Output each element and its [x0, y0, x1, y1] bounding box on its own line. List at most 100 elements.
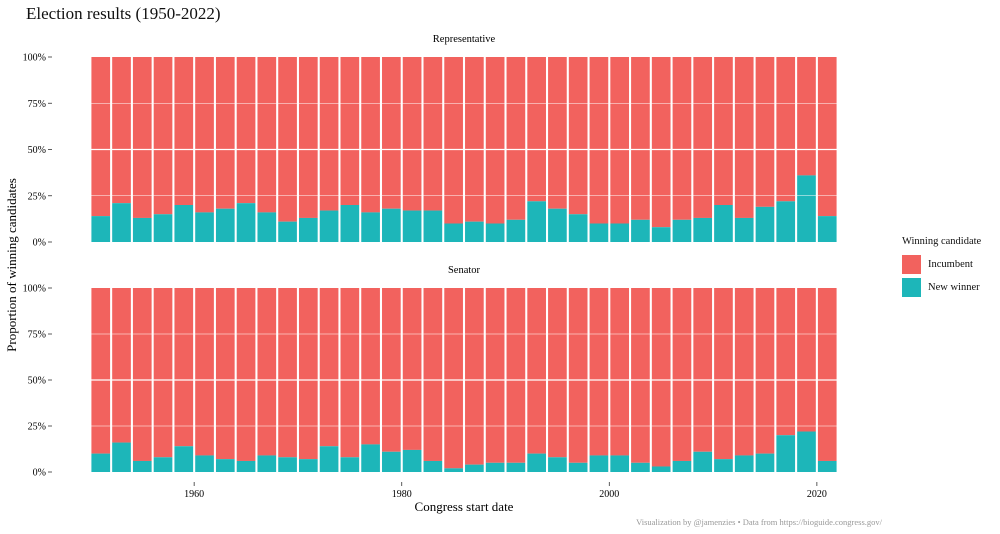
bar-incumbent — [195, 288, 214, 456]
bar-new-winner — [506, 462, 526, 472]
bar-new-winner — [361, 444, 380, 472]
bar-new-winner — [568, 462, 588, 472]
bar-incumbent — [257, 57, 277, 213]
bar-new-winner — [548, 208, 567, 242]
bar-incumbent — [112, 288, 131, 443]
bar-incumbent — [817, 288, 837, 461]
chart-title: Election results (1950-2022) — [26, 4, 221, 23]
bar-new-winner — [91, 216, 111, 242]
bar-new-winner — [465, 221, 484, 242]
bar-new-winner — [132, 460, 152, 472]
bar-incumbent — [382, 288, 401, 452]
bar-incumbent — [651, 57, 671, 228]
bar-incumbent — [631, 288, 650, 463]
bar-incumbent — [776, 57, 796, 202]
bar-incumbent — [382, 57, 401, 209]
bar-incumbent — [236, 57, 256, 204]
bar-new-winner — [215, 208, 235, 242]
bar-new-winner — [257, 455, 277, 472]
bar-incumbent — [506, 288, 526, 463]
x-tick-label: 1980 — [392, 489, 412, 500]
x-tick-label: 1960 — [184, 489, 204, 500]
bar-new-winner — [693, 217, 713, 242]
bar-incumbent — [714, 288, 733, 460]
bar-new-winner — [112, 203, 131, 242]
bar-incumbent — [423, 288, 443, 461]
bar-new-winner — [755, 453, 775, 472]
y-tick-label: 0% — [33, 238, 46, 249]
x-tick-label: 2020 — [807, 489, 827, 500]
bar-incumbent — [610, 288, 630, 456]
bar-new-winner — [506, 219, 526, 242]
bar-new-winner — [215, 459, 235, 472]
bar-incumbent — [132, 57, 152, 218]
x-tick-label: 2000 — [599, 489, 619, 500]
bar-incumbent — [298, 57, 318, 218]
y-tick-label: 100% — [23, 53, 46, 64]
legend-swatch-incumbent — [902, 255, 921, 274]
bar-incumbent — [672, 57, 692, 220]
bar-incumbent — [174, 288, 194, 447]
bar-new-winner — [132, 217, 152, 242]
bar-incumbent — [215, 288, 235, 460]
bar-new-winner — [298, 459, 318, 472]
bar-incumbent — [278, 57, 297, 222]
bar-incumbent — [734, 288, 754, 456]
bar-new-winner — [236, 460, 256, 472]
bar-incumbent — [465, 288, 484, 465]
bar-incumbent — [465, 57, 484, 222]
bar-incumbent — [298, 288, 318, 460]
bar-incumbent — [714, 57, 733, 205]
bar-incumbent — [174, 57, 194, 205]
bar-new-winner — [402, 449, 422, 472]
bar-new-winner — [423, 210, 443, 242]
caption: Visualization by @jamenzies • Data from … — [636, 517, 882, 527]
bar-new-winner — [382, 451, 401, 472]
bar-incumbent — [548, 288, 567, 458]
bar-incumbent — [693, 57, 713, 218]
bar-new-winner — [568, 214, 588, 242]
bar-incumbent — [797, 288, 816, 432]
bar-new-winner — [548, 457, 567, 472]
bar-incumbent — [319, 288, 339, 447]
y-tick-label: 0% — [33, 468, 46, 479]
bar-incumbent — [112, 57, 131, 204]
facet-label-1: Senator — [448, 265, 481, 276]
bar-new-winner — [651, 466, 671, 472]
bar-incumbent — [257, 288, 277, 456]
bar-incumbent — [548, 57, 567, 209]
bar-incumbent — [631, 57, 650, 220]
bar-new-winner — [755, 206, 775, 242]
bar-new-winner — [112, 442, 131, 472]
bar-incumbent — [153, 288, 173, 458]
bar-new-winner — [610, 223, 630, 242]
bar-incumbent — [423, 57, 443, 211]
bar-incumbent — [817, 57, 837, 217]
bar-new-winner — [444, 468, 463, 472]
bar-incumbent — [734, 57, 754, 218]
bar-new-winner — [465, 464, 484, 472]
y-tick-label: 100% — [23, 284, 46, 295]
bar-new-winner — [485, 223, 505, 242]
bar-new-winner — [651, 227, 671, 242]
y-tick-label: 50% — [28, 145, 46, 156]
bar-new-winner — [734, 455, 754, 472]
bar-new-winner — [153, 214, 173, 242]
bar-incumbent — [340, 288, 360, 458]
bar-new-winner — [693, 451, 713, 472]
bar-new-winner — [797, 175, 816, 242]
bar-new-winner — [236, 203, 256, 242]
bar-new-winner — [734, 217, 754, 242]
bar-new-winner — [195, 212, 214, 242]
bar-incumbent — [651, 288, 671, 467]
bar-new-winner — [444, 223, 463, 242]
bar-incumbent — [755, 57, 775, 207]
y-axis-title: Proportion of winning candidates — [4, 178, 19, 352]
bar-incumbent — [215, 57, 235, 209]
bar-new-winner — [382, 208, 401, 242]
y-tick-label: 50% — [28, 376, 46, 387]
bar-new-winner — [776, 201, 796, 242]
bar-new-winner — [672, 460, 692, 472]
bar-new-winner — [817, 460, 837, 472]
